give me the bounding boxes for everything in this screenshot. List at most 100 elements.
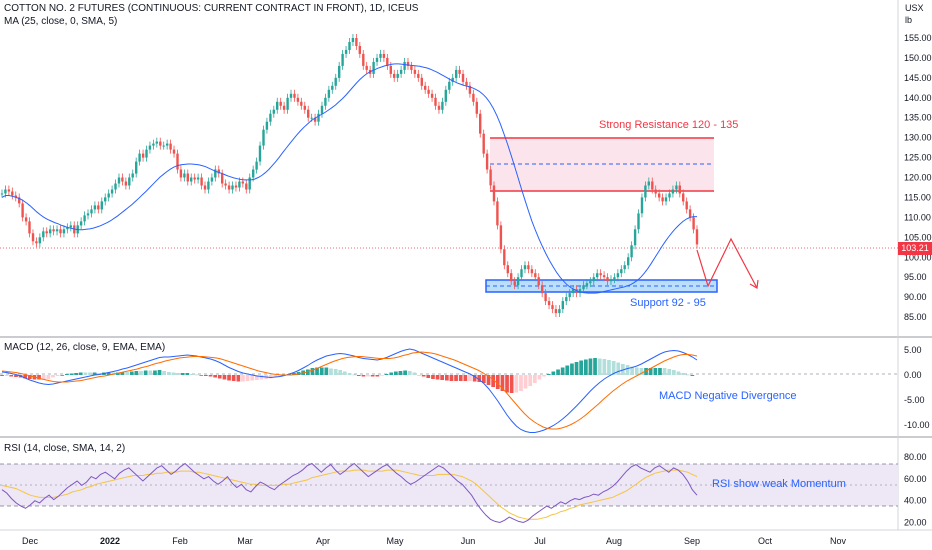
macd-histogram-bar: [125, 372, 129, 375]
macd-histogram-bar: [199, 375, 204, 376]
candle-body: [410, 65, 413, 70]
unit-label: lb: [905, 15, 913, 25]
candle-body: [664, 197, 668, 202]
candle-body: [616, 273, 620, 278]
macd-histogram-bar: [384, 374, 389, 375]
candle-body: [651, 181, 654, 190]
candle-body: [348, 42, 351, 50]
macd-histogram-bar: [83, 372, 88, 375]
macd-histogram-bar: [551, 371, 556, 375]
candle-body: [310, 117, 313, 119]
macd-histogram-bar: [352, 374, 356, 376]
candle-body: [42, 231, 45, 238]
macd-histogram-bar: [204, 375, 208, 376]
candle-body: [485, 153, 489, 170]
chart-title: COTTON NO. 2 FUTURES (CONTINUOUS: CURREN…: [4, 3, 419, 14]
macd-histogram-bar: [306, 369, 310, 375]
candle-body: [661, 197, 664, 202]
candle-body: [69, 225, 72, 228]
macd-histogram-bar: [570, 363, 574, 375]
macd-histogram-bar: [41, 375, 46, 380]
candle-body: [66, 227, 69, 230]
candle-body: [434, 97, 437, 106]
candle-body: [682, 193, 685, 202]
macd-histogram-bar: [597, 358, 602, 375]
rsi-ma-line: [1, 469, 698, 520]
macd-histogram-bar: [584, 359, 588, 375]
time-tick-label: Apr: [316, 536, 330, 546]
macd-histogram-bar: [180, 373, 185, 375]
macd-histogram-bar: [171, 372, 176, 375]
candle-body: [258, 145, 262, 162]
candle-body: [59, 229, 62, 234]
candle-body: [200, 177, 203, 186]
candle-body: [238, 181, 241, 188]
resistance-annotation[interactable]: Strong Resistance 120 - 135: [599, 119, 739, 131]
candle-body: [341, 53, 344, 66]
macd-histogram-bar: [435, 375, 440, 380]
macd-histogram-bar: [148, 370, 153, 375]
candle-body: [613, 277, 616, 280]
candle-body: [585, 283, 589, 286]
candle-body: [276, 101, 279, 110]
candle-body: [141, 153, 145, 158]
macd-histogram-bar: [347, 373, 352, 375]
macd-histogram-bar: [546, 374, 551, 375]
candle-body: [534, 273, 537, 278]
macd-histogram-bar: [644, 368, 648, 375]
macd-histogram-bar: [431, 375, 435, 379]
candle-body: [492, 185, 496, 202]
candle-body: [382, 53, 386, 58]
candle-body: [578, 289, 582, 294]
candle-body: [190, 177, 193, 182]
candle-body: [630, 245, 633, 258]
macd-histogram-bar: [319, 367, 324, 375]
candle-body: [637, 213, 640, 230]
macd-histogram-bar: [468, 375, 472, 381]
ma-legend: MA (25, close, 0, SMA, 5): [4, 16, 118, 27]
macd-histogram-bar: [366, 375, 370, 377]
candle-body: [362, 53, 365, 66]
macd-histogram-bar: [37, 375, 41, 380]
candle-body: [561, 301, 564, 310]
candle-body: [379, 53, 382, 58]
macd-histogram-bar: [495, 375, 500, 389]
candle-body: [331, 85, 334, 90]
candle-body: [14, 195, 17, 198]
rsi-axis-ticks: 80.00 60.00 40.00 20.00: [904, 452, 927, 528]
macd-histogram-bar: [389, 372, 394, 375]
macd-histogram-bar: [588, 358, 593, 375]
rsi-annotation[interactable]: RSI show weak Momentum: [712, 478, 846, 490]
candle-body: [427, 89, 430, 94]
candle-body: [668, 193, 671, 198]
candle-body: [327, 89, 331, 98]
macd-histogram-bar: [426, 375, 431, 378]
time-axis-ticks: Dec 2022 Feb Mar Apr May Jun Jul Aug Sep Oct Nov: [22, 536, 847, 546]
macd-histogram-bar: [690, 375, 695, 376]
macd-histogram-bar: [167, 372, 171, 375]
macd-histogram-bar: [565, 365, 570, 375]
candle-body: [403, 61, 406, 70]
candle-body: [599, 273, 602, 276]
macd-histogram-bar: [255, 375, 259, 380]
macd-histogram-bar: [449, 375, 454, 381]
time-tick-label: Mar: [237, 536, 253, 546]
candle-body: [272, 109, 275, 114]
macd-histogram-bar: [482, 375, 486, 383]
candle-body: [609, 279, 613, 282]
macd-annotation[interactable]: MACD Negative Divergence: [659, 390, 797, 402]
candle-body: [138, 153, 141, 162]
candle-body: [541, 285, 544, 294]
candle-body: [79, 221, 83, 226]
axis-tick-label: 80.00: [904, 452, 927, 462]
candle-body: [444, 89, 447, 102]
candle-body: [307, 109, 310, 118]
projection-arrowhead: [749, 279, 759, 289]
candle-body: [86, 213, 90, 216]
candle-body: [203, 185, 207, 190]
macd-histogram-bar: [458, 375, 463, 381]
candle-body: [654, 189, 657, 194]
support-annotation[interactable]: Support 92 - 95: [630, 297, 706, 309]
candle-body: [145, 149, 148, 158]
